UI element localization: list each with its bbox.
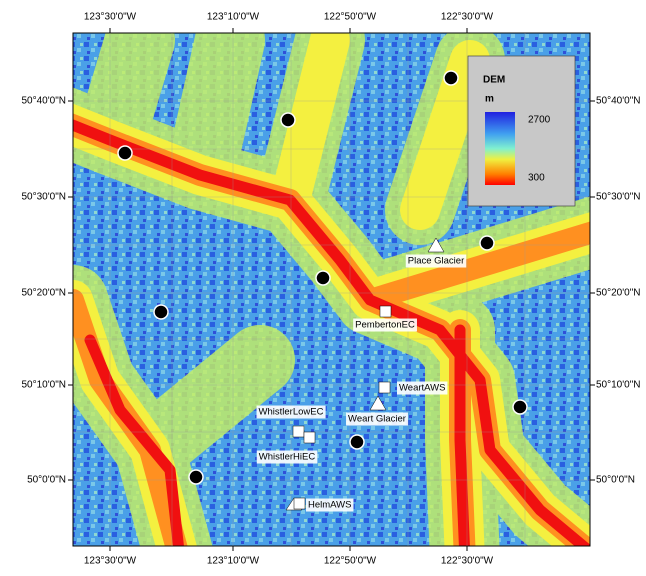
top-coord-label: 123°30'0"W bbox=[84, 12, 137, 23]
bottom-coord-label: 122°30'0"W bbox=[441, 556, 494, 567]
station-label: Weart Glacier bbox=[348, 414, 406, 425]
station-label: PembertonEC bbox=[355, 320, 415, 331]
legend-max: 2700 bbox=[528, 115, 551, 126]
map-figure: DEM m 2700 300 123°30'0"W 123°10'0"W 122°5… bbox=[0, 0, 646, 571]
bottom-coord-label: 123°10'0"W bbox=[207, 556, 260, 567]
left-coord-label: 50°30'0"N bbox=[22, 192, 67, 203]
station-label: HelmAWS bbox=[308, 500, 351, 511]
top-coord-label: 122°50'0"W bbox=[324, 12, 377, 23]
top-coord-label: 122°30'0"W bbox=[441, 12, 494, 23]
bottom-coord-label: 123°30'0"W bbox=[84, 556, 137, 567]
right-coord-label: 50°0'0"N bbox=[596, 475, 635, 486]
bottom-coord-label: 122°50'0"W bbox=[324, 556, 377, 567]
legend-title: DEM bbox=[483, 75, 505, 86]
left-coord-label: 50°0'0"N bbox=[27, 475, 66, 486]
left-coord-label: 50°10'0"N bbox=[22, 380, 67, 391]
right-coord-label: 50°40'0"N bbox=[596, 96, 641, 107]
top-coord-label: 123°10'0"W bbox=[207, 12, 260, 23]
right-coord-label: 50°20'0"N bbox=[596, 288, 641, 299]
station-label: Place Glacier bbox=[408, 256, 465, 267]
legend: DEM m 2700 300 bbox=[468, 56, 575, 206]
station-label: WeartAWS bbox=[399, 383, 445, 394]
station-label: WhistlerHiEC bbox=[259, 452, 316, 463]
right-coord-label: 50°10'0"N bbox=[596, 380, 641, 391]
right-coord-label: 50°30'0"N bbox=[596, 192, 641, 203]
left-coord-label: 50°40'0"N bbox=[22, 96, 67, 107]
left-coord-label: 50°20'0"N bbox=[22, 288, 67, 299]
legend-unit: m bbox=[485, 94, 494, 105]
legend-min: 300 bbox=[528, 173, 545, 184]
station-label: WhistlerLowEC bbox=[259, 407, 324, 418]
